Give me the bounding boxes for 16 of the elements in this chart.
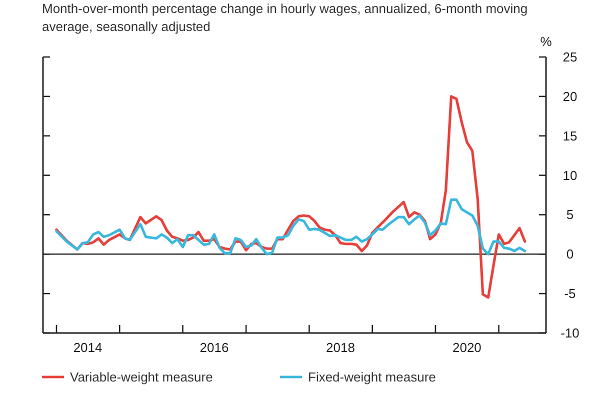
legend-label: Fixed-weight measure (308, 370, 436, 384)
x-tick-label: 2018 (326, 340, 355, 355)
y-tick-label: -10 (560, 326, 580, 340)
y-axis-title: % (540, 34, 552, 49)
legend-label: Variable-weight measure (70, 370, 213, 384)
y-tick-label: 20 (562, 88, 578, 104)
y-tick-label: 25 (562, 50, 578, 64)
x-tick-label: 2020 (452, 340, 482, 355)
y-tick-label: 0 (566, 246, 574, 262)
chart-title: Month-over-month percentage change in hourly wages, annualized, 6-month moving average, seasonally adjusted (42, 1, 528, 34)
x-tick-label: 2014 (73, 340, 102, 355)
y-tick-label: 10 (562, 168, 578, 183)
y-tick-label: -5 (564, 286, 576, 302)
y-tick-label: 5 (566, 207, 574, 222)
y-tick-label: 15 (562, 128, 578, 144)
x-tick-label: 2016 (200, 340, 229, 355)
